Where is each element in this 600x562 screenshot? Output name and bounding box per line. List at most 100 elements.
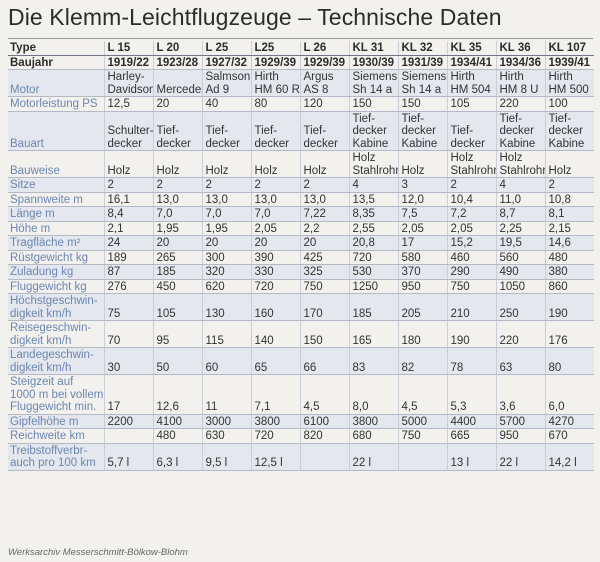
data-cell-line: 60 bbox=[205, 361, 219, 374]
data-cell: 8,0 bbox=[348, 374, 398, 415]
data-cell: Hirth HM 500 bbox=[544, 69, 594, 97]
data-cell-line: 670 bbox=[548, 430, 568, 442]
data-cell-line: 12,0 bbox=[401, 193, 424, 206]
data-cell-line: 87 bbox=[107, 266, 121, 278]
table-row: Zuladung kg 87 185 320 330 325 530 370 290 490 380 bbox=[8, 264, 594, 280]
data-cell: 13,0 bbox=[250, 192, 300, 207]
data-cell: 2 bbox=[544, 177, 594, 193]
data-cell: Harley- Davidson bbox=[103, 69, 154, 97]
table-row: Rüstgewicht kg 189 265 300 390 425 720 580 460 56… bbox=[8, 250, 594, 265]
data-cell: Holz bbox=[201, 150, 251, 178]
data-cell: 3,6 bbox=[495, 374, 545, 415]
row-label-line: Baujahr bbox=[10, 56, 53, 69]
data-cell-line: 2 bbox=[303, 179, 310, 191]
data-cell: 7,0 bbox=[250, 206, 300, 222]
data-cell: 325 bbox=[299, 264, 349, 280]
data-cell-line: 4 bbox=[499, 179, 506, 191]
row-label: Bauart bbox=[8, 111, 105, 151]
data-cell: 2,55 bbox=[348, 221, 398, 236]
data-cell-line: decker bbox=[156, 137, 192, 150]
data-cell: 1923/28 bbox=[152, 55, 202, 70]
data-cell-line: decker bbox=[352, 125, 388, 137]
data-cell: 165 bbox=[348, 320, 398, 348]
data-cell-line: 7,0 bbox=[156, 208, 173, 220]
data-cell-line: Davidson bbox=[107, 83, 154, 96]
data-cell: 1934/41 bbox=[446, 55, 496, 70]
data-cell-line: decker bbox=[254, 137, 290, 150]
data-cell-line: Schulter- bbox=[107, 125, 154, 137]
data-cell-line: Holz bbox=[107, 164, 131, 177]
data-cell-line: Kabine bbox=[401, 137, 438, 150]
data-cell-line: 720 bbox=[352, 251, 372, 264]
data-cell-line: 40 bbox=[205, 98, 219, 110]
data-cell: 12,5 l bbox=[250, 443, 300, 471]
data-cell-line: 15,2 bbox=[450, 237, 473, 249]
data-cell-line: 2,05 bbox=[450, 222, 473, 235]
data-cell: 105 bbox=[446, 96, 496, 112]
table-row: Reichweite km 480 630 720 820 680 750 665 950 670 bbox=[8, 428, 594, 444]
data-cell-line: 20 bbox=[205, 237, 219, 249]
data-cell-line: 95 bbox=[156, 334, 170, 347]
row-label-line: Höhe m bbox=[10, 222, 51, 235]
table-row: Reisegeschwin-digkeit km/h 70 95 115 140 150 1… bbox=[8, 320, 594, 348]
data-cell-line: 5000 bbox=[401, 415, 428, 428]
data-cell-line: 250 bbox=[499, 307, 519, 320]
data-cell-line: 220 bbox=[499, 334, 519, 347]
table-row: Sitze 2 2 2 2 2 4 3 2 4 2 bbox=[8, 177, 594, 193]
data-cell-line: 70 bbox=[107, 334, 121, 347]
data-cell-line: 950 bbox=[401, 280, 421, 293]
table-row: Steigzeit auf 1000 m bei vollem Fluggewich… bbox=[8, 374, 594, 415]
data-cell: 20 bbox=[299, 235, 349, 251]
data-cell-line: 4400 bbox=[450, 415, 477, 428]
data-cell-line: 7,22 bbox=[303, 208, 326, 220]
data-cell: 3800 bbox=[250, 414, 300, 429]
data-cell: 4,5 bbox=[299, 374, 349, 415]
data-cell: 13,0 bbox=[152, 192, 202, 207]
type-header-cell: KL 31 bbox=[348, 41, 398, 56]
data-cell-line: Sh 14 a bbox=[352, 83, 393, 96]
data-cell: 620 bbox=[201, 279, 251, 294]
title-divider bbox=[8, 38, 593, 39]
data-cell-line: 530 bbox=[352, 266, 372, 278]
data-cell: 2,05 bbox=[446, 221, 496, 236]
data-cell-line: 380 bbox=[548, 266, 568, 278]
data-cell-line: 12,5 l bbox=[254, 457, 283, 469]
data-cell-line: 65 bbox=[254, 361, 268, 374]
data-cell-line: 1,95 bbox=[205, 222, 228, 235]
data-cell-line: 130 bbox=[205, 307, 225, 320]
data-cell: 10,8 bbox=[544, 192, 594, 207]
data-cell: Tief-decker bbox=[446, 111, 496, 151]
row-label-line: digkeit km/h bbox=[10, 361, 72, 374]
data-cell-line: decker bbox=[548, 125, 584, 137]
data-cell-line: Siemens bbox=[352, 71, 398, 83]
data-cell: Schulter-decker bbox=[103, 111, 154, 151]
data-cell-line: 370 bbox=[401, 266, 421, 278]
type-header-cell: KL 107 bbox=[544, 41, 594, 56]
data-cell: 150 bbox=[397, 96, 447, 112]
image-credit-caption: Werksarchiv Messerschmitt-Bölkow-Blohm bbox=[8, 547, 188, 558]
type-header-cell: L 20 bbox=[152, 41, 202, 56]
row-label-line: auch pro 100 km bbox=[10, 457, 96, 469]
data-cell: 1939/41 bbox=[544, 55, 594, 70]
data-cell-line: 189 bbox=[107, 251, 127, 264]
data-cell-line: 24 bbox=[107, 237, 121, 249]
data-cell: Holz bbox=[103, 150, 153, 178]
data-cell: 4100 bbox=[152, 414, 202, 429]
data-cell: 13,5 bbox=[348, 192, 398, 207]
data-cell-line: 30 bbox=[107, 361, 121, 374]
data-cell-line: 3 bbox=[401, 179, 408, 191]
row-label: Bauweise bbox=[8, 150, 105, 178]
data-cell: 120 bbox=[299, 96, 349, 112]
data-cell: 2 bbox=[201, 177, 251, 193]
data-cell: Tief-decker Kabine bbox=[348, 111, 398, 151]
data-cell: 490 bbox=[495, 264, 545, 280]
row-label: Landegeschwin-digkeit km/h bbox=[8, 347, 105, 375]
data-cell-line: 620 bbox=[205, 280, 225, 293]
data-cell: 7,2 bbox=[446, 206, 496, 222]
data-cell: 95 bbox=[152, 320, 202, 348]
data-cell: 65 bbox=[250, 347, 300, 375]
data-cell: 750 bbox=[299, 279, 349, 294]
data-cell: 1934/36 bbox=[495, 55, 545, 70]
data-cell: 4270 bbox=[544, 414, 594, 429]
data-cell-line: 8,0 bbox=[352, 401, 369, 413]
